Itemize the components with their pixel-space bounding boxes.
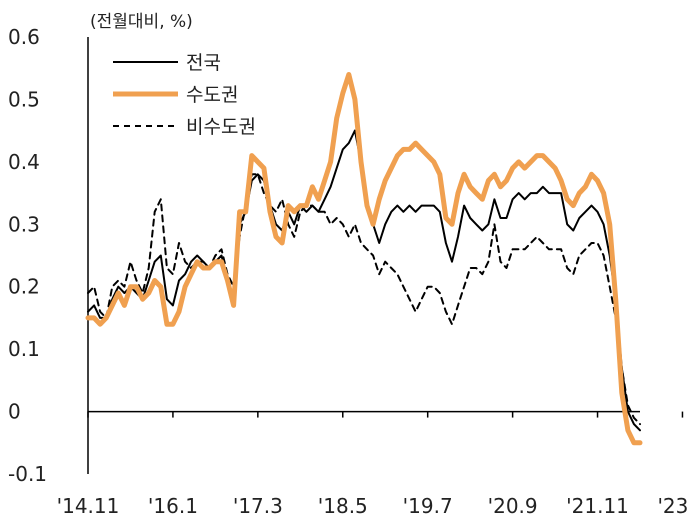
unit-note: (전월대비, %) (90, 12, 193, 32)
x-tick-label: '23.1 (657, 494, 690, 518)
y-tick-label: 0.4 (8, 150, 40, 174)
x-tick-label: '16.1 (148, 494, 198, 518)
x-tick-label: '21.11 (566, 494, 629, 518)
legend-label: 비수도권 (186, 116, 256, 138)
y-tick-label: -0.1 (8, 462, 47, 486)
x-tick-label: '20.9 (488, 494, 538, 518)
y-tick-label: 0.6 (8, 25, 40, 49)
x-tick-label: '17.3 (233, 494, 283, 518)
legend-label: 수도권 (186, 84, 238, 106)
y-tick-label: 0 (8, 400, 21, 424)
series-layer (85, 72, 643, 446)
x-axis-ticks: '14.11 '16.1 '17.3 '18.5 '19.7 '20.9 '21.11 '23… (57, 411, 690, 518)
x-tick-label: '14.11 (57, 494, 120, 518)
y-axis-ticks: 0.6 0.5 0.4 0.3 0.2 0.1 0 -0.1 (8, 25, 47, 486)
x-tick-label: '18.5 (318, 494, 368, 518)
y-tick-label: 0.2 (8, 275, 40, 299)
y-tick-label: 0.5 (8, 87, 40, 111)
x-tick-label: '19.7 (403, 494, 453, 518)
y-tick-label: 0.1 (8, 337, 40, 361)
series-line-2 (87, 173, 641, 426)
y-tick-label: 0.3 (8, 212, 40, 236)
series-line-1 (85, 72, 643, 446)
legend-label: 전국 (186, 52, 221, 74)
